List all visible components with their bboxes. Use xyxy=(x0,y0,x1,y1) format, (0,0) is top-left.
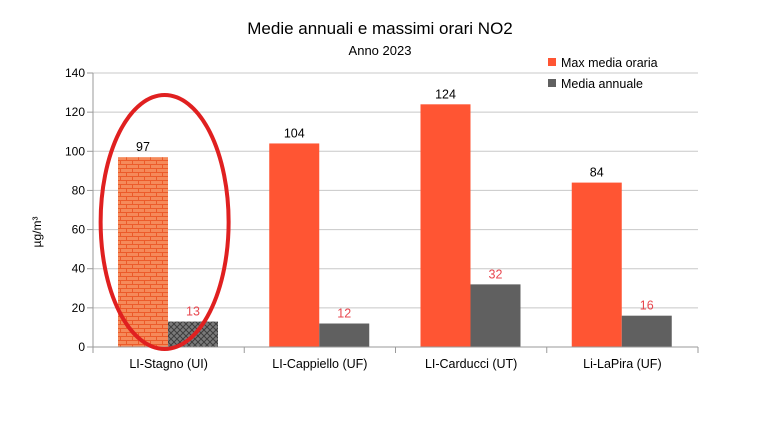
y-tick-label: 40 xyxy=(72,262,86,276)
legend: Max media oraria Media annuale xyxy=(548,56,658,91)
highlight-ellipse xyxy=(98,93,231,351)
category-label: LI-Carducci (UT) xyxy=(425,357,517,371)
legend-swatch xyxy=(548,79,556,87)
grid xyxy=(87,72,698,348)
bar-max-oraria xyxy=(269,143,320,347)
bar-value-label: 104 xyxy=(284,126,305,140)
bar-max-oraria xyxy=(118,157,168,347)
axes xyxy=(92,73,699,353)
bar-max-oraria xyxy=(571,182,622,347)
y-tick-labels: 0 20 40 60 80 100 120 140 xyxy=(65,66,85,354)
y-tick-label: 20 xyxy=(72,301,86,315)
bars xyxy=(118,104,672,347)
bar-media-annuale xyxy=(470,284,521,347)
chart-subtitle: Anno 2023 xyxy=(349,43,412,58)
bar-value-label: 12 xyxy=(337,307,351,321)
y-tick-label: 0 xyxy=(78,340,85,354)
y-tick-label: 60 xyxy=(72,223,86,237)
bar-value-label: 32 xyxy=(489,267,503,281)
legend-label: Max media oraria xyxy=(561,56,658,70)
category-label: LI-Stagno (UI) xyxy=(129,357,208,371)
y-tick-label: 80 xyxy=(72,183,86,197)
bar-media-annuale xyxy=(319,323,370,347)
category-labels: LI-Stagno (UI) LI-Cappiello (UF) LI-Carduc… xyxy=(129,357,661,371)
category-label: Li-LaPira (UF) xyxy=(583,357,662,371)
bar-value-label: 97 xyxy=(136,140,150,154)
chart-title: Medie annuali e massimi orari NO2 xyxy=(247,19,513,38)
legend-label: Media annuale xyxy=(561,77,643,91)
bar-value-label: 84 xyxy=(590,166,604,180)
bar-media-annuale xyxy=(621,315,672,347)
bar-value-label: 13 xyxy=(186,305,200,319)
annotation xyxy=(98,93,231,351)
bar-max-oraria xyxy=(420,104,471,347)
y-tick-label: 120 xyxy=(65,105,85,119)
legend-swatch xyxy=(548,58,556,66)
y-axis-label: µg/m³ xyxy=(30,217,44,248)
bar-labels: 97 13 104 12 124 32 84 16 xyxy=(136,87,654,320)
bar-value-label: 124 xyxy=(435,87,456,101)
y-tick-label: 140 xyxy=(65,66,85,80)
bar-value-label: 16 xyxy=(640,299,654,313)
category-label: LI-Cappiello (UF) xyxy=(272,357,367,371)
y-tick-label: 100 xyxy=(65,144,85,158)
